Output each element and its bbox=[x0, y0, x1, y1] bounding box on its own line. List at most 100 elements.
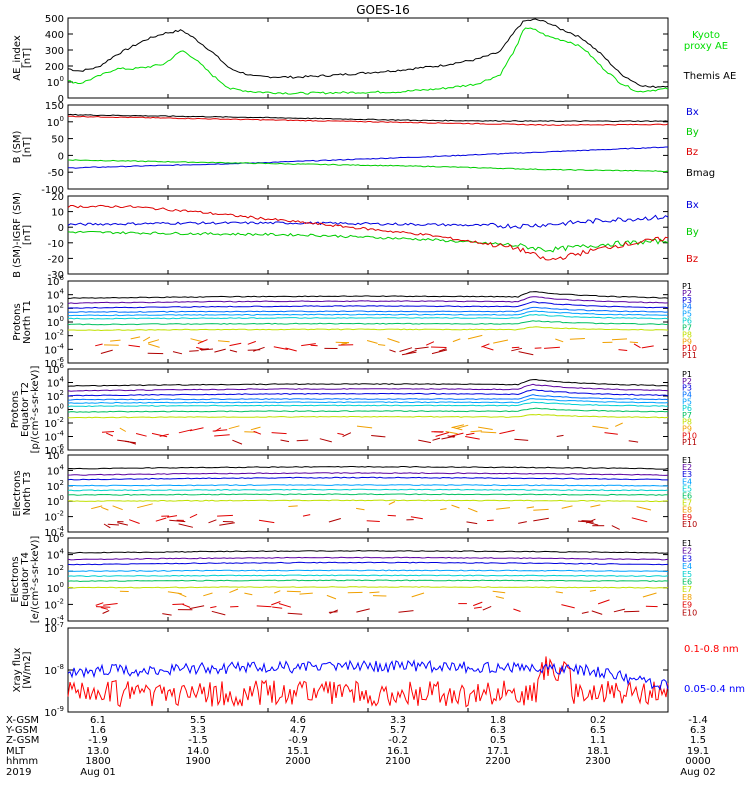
channel-trace-e1 bbox=[67, 465, 669, 470]
channel-trace-p10 bbox=[604, 432, 618, 435]
channel-trace-e10 bbox=[518, 521, 527, 524]
y-tick-label: 106 bbox=[47, 362, 65, 376]
y-axis-label: Equator T4 bbox=[20, 552, 31, 607]
channel-trace-p9 bbox=[130, 336, 141, 340]
y-axis-label: [nT] bbox=[22, 225, 33, 245]
channel-trace-e10 bbox=[178, 523, 194, 528]
channel-trace-p3 bbox=[67, 301, 669, 309]
legend-by: By bbox=[686, 127, 699, 138]
channel-trace-e9 bbox=[95, 606, 111, 608]
channel-trace-e9 bbox=[167, 515, 178, 518]
y-axis-label: Protons bbox=[10, 391, 21, 428]
y-tick-label: 100 bbox=[47, 75, 64, 89]
channel-trace-e6 bbox=[67, 493, 669, 496]
channel-trace-p10 bbox=[544, 346, 560, 349]
y-tick-label: 10-4 bbox=[44, 525, 64, 539]
channel-trace-p10 bbox=[641, 345, 654, 349]
channel-trace-e8 bbox=[299, 592, 313, 595]
channel-trace-p11 bbox=[418, 439, 431, 444]
channel-trace-p9 bbox=[555, 338, 564, 343]
channel-trace-p10 bbox=[465, 432, 475, 436]
channel-trace-p10 bbox=[151, 432, 168, 438]
channel-trace-p10 bbox=[449, 432, 464, 437]
channel-trace-e8 bbox=[369, 591, 380, 594]
legend-bx: Bx bbox=[686, 200, 699, 211]
channel-trace-e7 bbox=[67, 586, 669, 589]
channel-trace-p9 bbox=[480, 431, 497, 434]
channel-trace-p9 bbox=[190, 338, 204, 343]
channel-trace-e4 bbox=[67, 569, 669, 573]
channel-trace-p9 bbox=[148, 343, 160, 348]
channel-trace-e8 bbox=[555, 591, 563, 594]
channel-trace-e9 bbox=[513, 608, 521, 612]
channel-trace-p10 bbox=[618, 349, 628, 351]
channel-trace-p9 bbox=[493, 339, 509, 344]
channel-trace-e9 bbox=[103, 603, 118, 606]
y-axis-label: [W/m2] bbox=[22, 651, 33, 688]
channel-trace-p8 bbox=[68, 413, 669, 419]
channel-trace-p10 bbox=[310, 344, 318, 347]
orbit-cell: 1.8 bbox=[490, 715, 506, 726]
legend-p7: P7 bbox=[682, 323, 692, 332]
channel-trace-e8 bbox=[590, 504, 601, 508]
y-axis-label: B (SM)-IGRF (SM) bbox=[12, 192, 23, 278]
series-line-by bbox=[67, 230, 669, 253]
y-tick-label: 10-4 bbox=[44, 430, 64, 444]
y-tick-label: 400 bbox=[45, 30, 64, 41]
legend-themis-ae: Themis AE bbox=[683, 71, 737, 82]
legend-p10: P10 bbox=[682, 431, 697, 440]
channel-trace-p10 bbox=[285, 347, 297, 352]
orbit-cell: 0.5 bbox=[490, 735, 506, 746]
channel-trace-p9 bbox=[250, 426, 261, 431]
orbit-row-label: Z-GSM bbox=[6, 735, 39, 746]
channel-trace-e10 bbox=[581, 611, 589, 614]
channel-trace-e8 bbox=[411, 592, 425, 598]
channel-trace-p10 bbox=[212, 429, 228, 432]
panel-frame bbox=[67, 627, 669, 713]
y-tick-label: 104 bbox=[47, 463, 65, 477]
channel-trace-p9 bbox=[387, 338, 400, 343]
orbit-row-label: 2019 bbox=[6, 767, 31, 778]
y-tick-label: 10-8 bbox=[44, 663, 64, 677]
legend-p9: P9 bbox=[682, 337, 692, 346]
channel-trace-e8 bbox=[274, 590, 281, 594]
series-line-bx bbox=[67, 146, 668, 169]
channel-trace-e10 bbox=[169, 519, 186, 523]
channel-trace-p10 bbox=[633, 343, 641, 349]
channel-trace-p11 bbox=[229, 349, 238, 353]
orbit-cell: 2200 bbox=[485, 756, 510, 767]
channel-trace-p10 bbox=[135, 433, 147, 437]
legend-e3: E3 bbox=[682, 554, 692, 563]
legend-p6: P6 bbox=[682, 404, 692, 413]
legend-p7: P7 bbox=[682, 411, 692, 420]
channel-trace-p10 bbox=[425, 341, 435, 346]
channel-trace-p9 bbox=[451, 424, 465, 429]
legend-e9: E9 bbox=[682, 513, 692, 522]
y-tick-label: 10-2 bbox=[44, 597, 64, 611]
channel-trace-e10 bbox=[287, 612, 303, 615]
channel-trace-p10 bbox=[435, 432, 449, 437]
channel-trace-p9 bbox=[110, 339, 121, 342]
y-tick-label: 200 bbox=[45, 62, 64, 73]
channel-trace-e2 bbox=[67, 556, 669, 561]
channel-trace-e10 bbox=[328, 518, 341, 523]
channel-trace-e8 bbox=[244, 592, 253, 596]
orbit-cell: 14.0 bbox=[187, 746, 209, 757]
orbit-cell: 16.1 bbox=[387, 746, 409, 757]
channel-trace-e9 bbox=[210, 606, 217, 609]
channel-trace-p10 bbox=[271, 432, 287, 435]
channel-trace-p11 bbox=[431, 349, 448, 355]
channel-trace-p9 bbox=[366, 340, 378, 344]
channel-trace-e8 bbox=[286, 590, 301, 593]
series-line-bx bbox=[67, 214, 669, 229]
channel-trace-e10 bbox=[624, 610, 640, 613]
channel-trace-e9 bbox=[217, 514, 233, 517]
channel-trace-p11 bbox=[125, 440, 136, 444]
y-tick-label: 20 bbox=[51, 192, 64, 203]
channel-trace-p9 bbox=[467, 334, 483, 340]
y-tick-label: 10-4 bbox=[44, 342, 64, 356]
orbit-cell: 19.1 bbox=[687, 746, 709, 757]
y-axis-label: Protons bbox=[12, 303, 23, 340]
legend-e7: E7 bbox=[682, 499, 692, 508]
